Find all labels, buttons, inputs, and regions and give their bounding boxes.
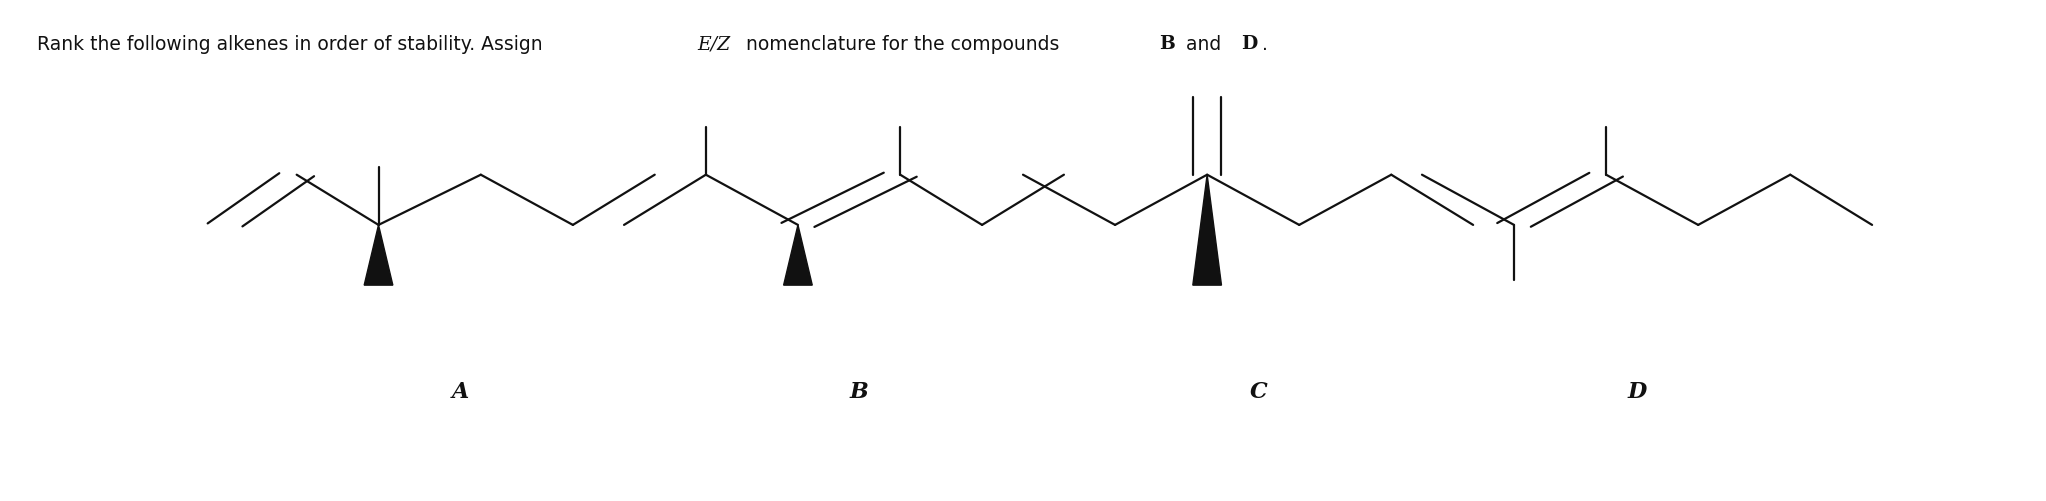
Text: and: and (1181, 35, 1228, 54)
Text: E/Z: E/Z (698, 35, 730, 53)
Text: nomenclature for the compounds: nomenclature for the compounds (741, 35, 1066, 54)
Text: D: D (1240, 35, 1256, 53)
Text: D: D (1627, 380, 1647, 402)
Text: Rank the following alkenes in order of stability. Assign: Rank the following alkenes in order of s… (37, 35, 548, 54)
Polygon shape (784, 225, 812, 286)
Text: .: . (1262, 35, 1269, 54)
Text: B: B (1160, 35, 1174, 53)
Polygon shape (364, 225, 393, 286)
Text: A: A (452, 380, 469, 402)
Text: B: B (849, 380, 870, 402)
Polygon shape (1193, 175, 1221, 286)
Text: C: C (1250, 380, 1266, 402)
